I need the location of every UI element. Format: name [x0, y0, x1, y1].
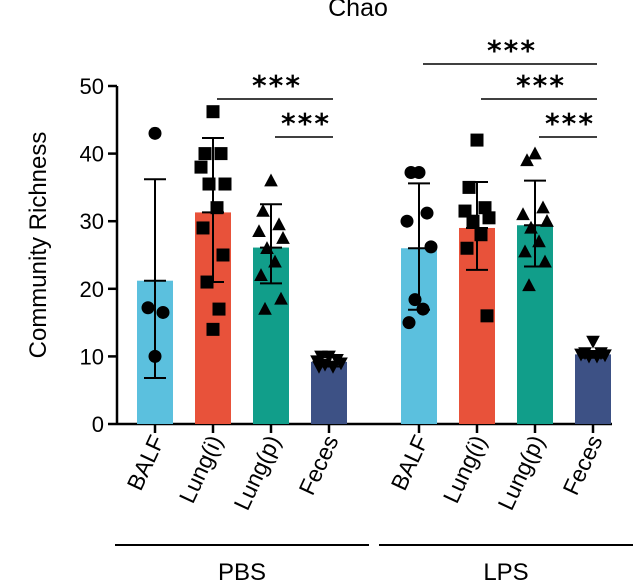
category-label-pbs-feces: Feces [293, 431, 343, 499]
point-pbs-balf-4 [148, 349, 162, 363]
y-tick-label-10: 10 [80, 344, 104, 369]
point-lps-lung-i-2 [462, 180, 476, 194]
bar-pbs-feces [311, 361, 347, 424]
point-lps-lung-i-6 [466, 214, 480, 228]
point-pbs-lung-p-7 [268, 254, 282, 268]
point-pbs-balf-2 [141, 301, 155, 315]
category-label-lps-feces: Feces [557, 431, 607, 499]
point-lps-lung-p-8 [518, 244, 532, 258]
sig-text-lps-3: *** [487, 34, 537, 67]
sig-text-lps-4: *** [516, 69, 566, 102]
point-pbs-lung-p-1 [264, 173, 278, 187]
group-label-pbs: PBS [218, 559, 266, 583]
point-pbs-lung-i-7 [210, 201, 224, 215]
point-pbs-feces-7 [326, 360, 340, 374]
point-pbs-lung-i-10 [200, 275, 214, 289]
point-lps-balf-5 [424, 240, 438, 254]
sig-text-pbs-2: *** [281, 107, 331, 140]
point-pbs-feces-5 [334, 357, 348, 371]
point-lps-lung-i-9 [480, 309, 494, 323]
category-label-lps-lung-i: Lung(i) [438, 431, 492, 507]
category-label-lps-lung-p: Lung(p) [492, 431, 549, 514]
point-pbs-lung-i-5 [218, 177, 232, 191]
point-lps-balf-2 [404, 166, 418, 180]
y-tick-label-20: 20 [80, 277, 104, 302]
bar-lps-feces [575, 354, 611, 424]
point-pbs-lung-i-4 [194, 160, 208, 174]
y-axis-label: Community Richness [25, 132, 52, 359]
point-pbs-lung-i-6 [202, 177, 216, 191]
point-lps-lung-p-9 [538, 254, 552, 268]
point-pbs-balf-1 [148, 126, 162, 140]
sig-text-pbs-1: *** [252, 69, 302, 102]
point-lps-lung-p-4 [516, 207, 530, 221]
point-pbs-lung-i-8 [196, 221, 210, 235]
point-lps-lung-p-10 [522, 278, 536, 292]
point-pbs-lung-i-9 [216, 248, 230, 262]
point-pbs-lung-p-6 [260, 241, 274, 254]
point-lps-lung-i-4 [458, 204, 472, 218]
category-label-pbs-balf: BALF [122, 431, 170, 494]
point-pbs-lung-p-10 [258, 301, 272, 315]
point-pbs-lung-p-9 [274, 291, 288, 305]
point-pbs-lung-i-11 [212, 302, 226, 316]
data-points [141, 105, 612, 374]
point-lps-balf-6 [408, 293, 422, 307]
point-lps-balf-4 [400, 214, 414, 228]
point-lps-lung-i-5 [482, 211, 496, 225]
point-lps-lung-p-1 [528, 146, 542, 160]
point-pbs-lung-i-2 [198, 147, 212, 161]
point-lps-lung-p-6 [524, 220, 538, 234]
point-pbs-lung-p-3 [272, 217, 286, 231]
point-lps-lung-p-7 [532, 234, 546, 248]
category-label-pbs-lung-i: Lung(i) [174, 431, 228, 507]
group-label-lps: LPS [483, 559, 528, 583]
group-labels: PBS LPS [115, 544, 633, 583]
point-pbs-lung-i-1 [206, 105, 220, 119]
point-lps-lung-i-3 [478, 201, 492, 215]
point-pbs-lung-p-8 [254, 268, 268, 281]
chart-title: Chao [328, 0, 388, 22]
point-lps-feces-1 [586, 335, 600, 349]
point-lps-lung-p-5 [540, 214, 554, 227]
point-lps-balf-7 [416, 302, 430, 316]
point-lps-balf-8 [402, 316, 416, 330]
y-tick-label-50: 50 [80, 74, 104, 99]
sig-text-lps-5: *** [545, 107, 595, 140]
category-label-pbs-lung-p: Lung(p) [228, 431, 285, 514]
point-lps-lung-p-2 [520, 153, 534, 167]
point-lps-lung-i-8 [460, 241, 474, 255]
point-lps-lung-i-7 [474, 228, 488, 242]
y-tick-label-40: 40 [80, 142, 104, 167]
point-pbs-lung-p-2 [256, 203, 270, 217]
point-lps-lung-i-1 [470, 133, 484, 147]
category-label-lps-balf: BALF [386, 431, 434, 494]
y-tick-label-30: 30 [80, 209, 104, 234]
point-lps-balf-3 [420, 206, 434, 220]
point-pbs-lung-i-3 [214, 147, 228, 161]
point-pbs-feces-8 [312, 360, 326, 374]
point-pbs-lung-p-5 [276, 230, 290, 244]
significance-annotations: *************** [217, 34, 597, 140]
y-tick-label-0: 0 [92, 412, 104, 437]
point-pbs-lung-i-12 [206, 322, 220, 336]
point-lps-feces-7 [590, 350, 604, 364]
point-lps-lung-p-3 [536, 200, 550, 214]
point-pbs-balf-3 [156, 305, 170, 319]
point-pbs-lung-p-4 [252, 224, 266, 238]
